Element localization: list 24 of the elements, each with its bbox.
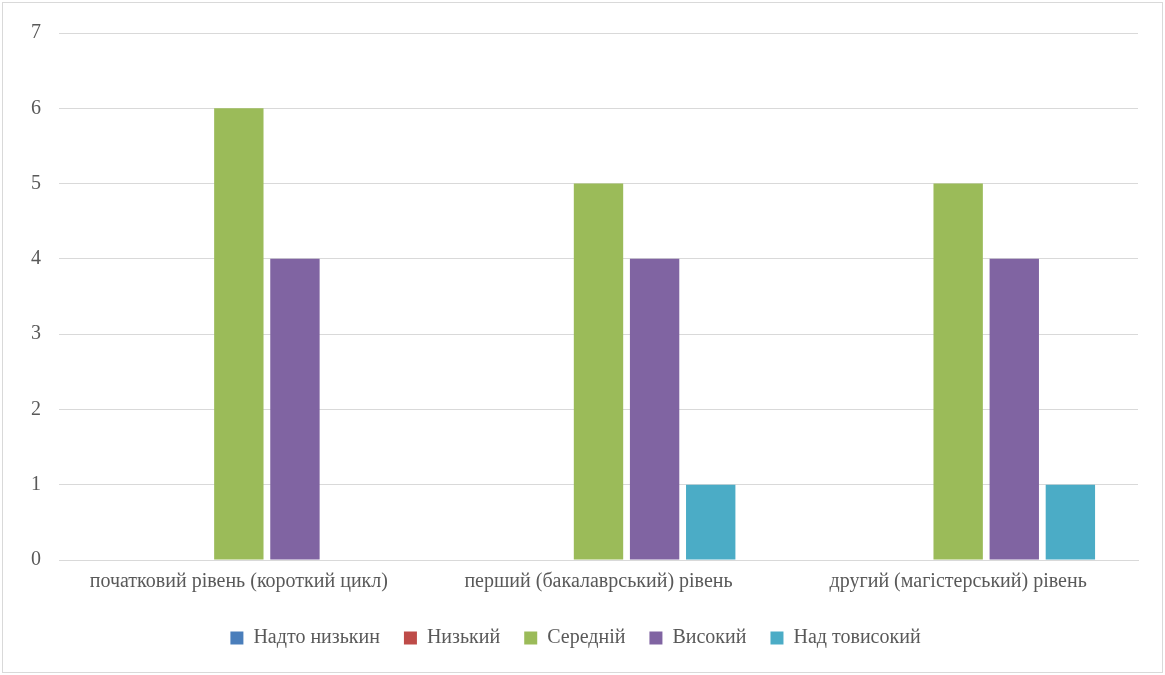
bar bbox=[573, 183, 624, 560]
y-tick-label: 3 bbox=[31, 321, 41, 344]
x-tick-label: перший (бакалаврський) рівень bbox=[464, 569, 733, 593]
y-tick-label: 6 bbox=[31, 95, 41, 118]
bar bbox=[989, 258, 1039, 560]
y-tick-label: 7 bbox=[31, 20, 41, 43]
y-tick-label: 2 bbox=[31, 396, 41, 419]
bar bbox=[1045, 484, 1096, 560]
bar bbox=[629, 258, 680, 560]
legend-label: Низький bbox=[426, 625, 501, 648]
legend-label: Над товисокий bbox=[793, 625, 921, 649]
y-tick-label: 1 bbox=[31, 471, 41, 494]
bar bbox=[686, 484, 736, 560]
bar bbox=[214, 108, 264, 560]
x-tick-label: другий (магістерський) рівень bbox=[829, 569, 1087, 593]
y-tick-label: 5 bbox=[31, 170, 41, 193]
y-tick-label: 0 bbox=[31, 547, 41, 570]
legend-label: Високий bbox=[672, 625, 747, 648]
legend-label: Середній bbox=[547, 625, 626, 649]
y-tick-label: 4 bbox=[31, 246, 41, 269]
bar bbox=[270, 258, 320, 560]
legend-label: Надто низькин bbox=[253, 625, 381, 649]
bar bbox=[933, 183, 983, 560]
x-tick-label: початковий рівень (короткий цикл) bbox=[89, 569, 388, 593]
